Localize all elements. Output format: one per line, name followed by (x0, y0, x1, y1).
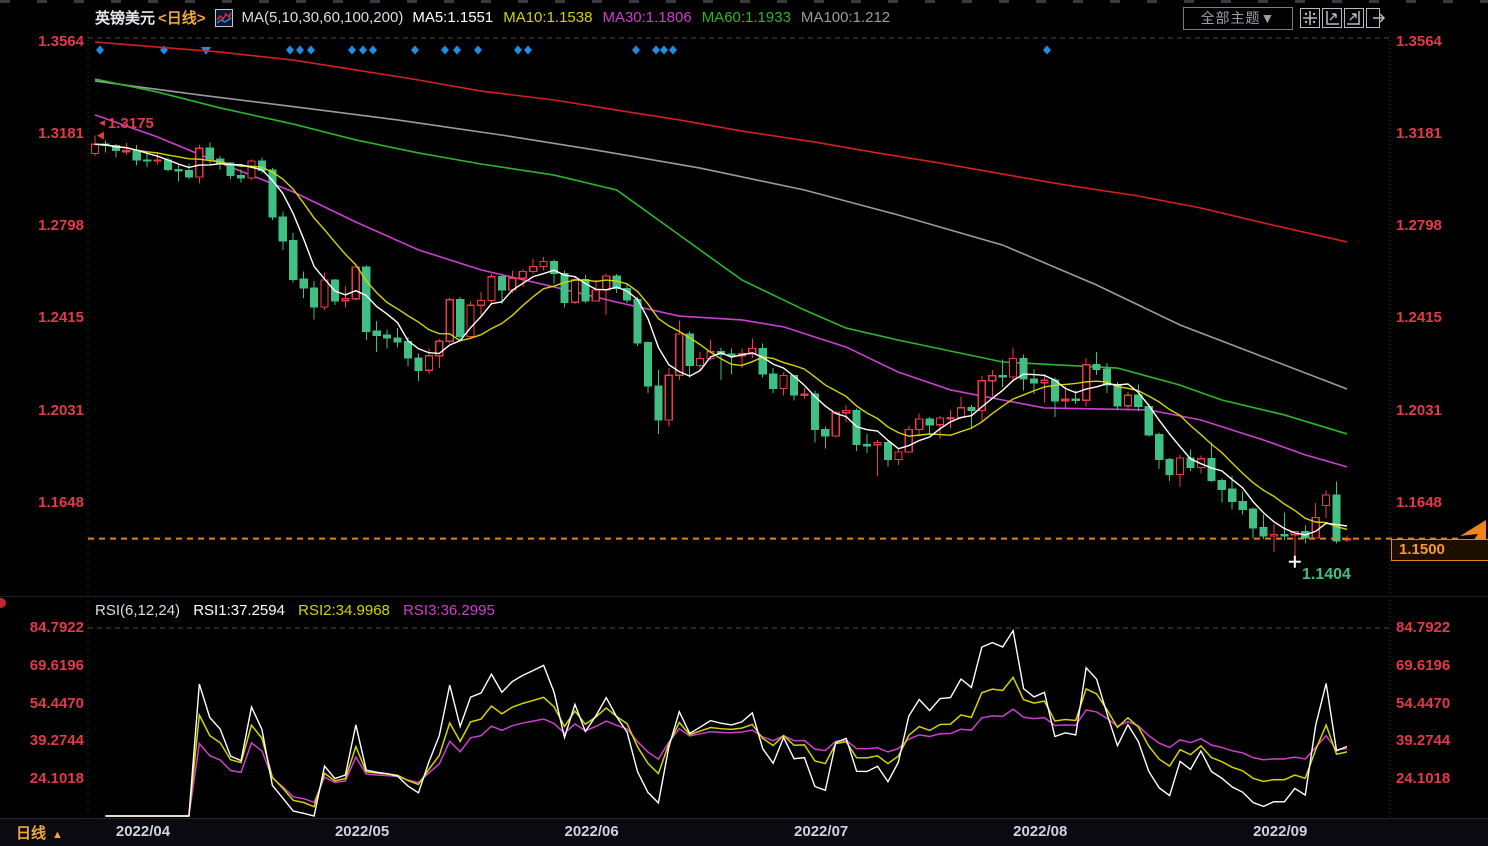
price-axis-label: 54.4470 (29, 694, 84, 712)
price-axis-label: 1.3564 (1396, 33, 1442, 50)
theme-selector-dropdown[interactable]: 全部主题▼ (1183, 7, 1293, 30)
time-axis-month-label: 2022/06 (564, 823, 619, 840)
price-axis-label: 1.2031 (1396, 401, 1442, 419)
last-price-box: 1.1500 (1391, 539, 1488, 561)
high-arrow-icon: ◄ (97, 118, 107, 129)
price-axis-label: 1.2798 (38, 217, 84, 235)
move-icon[interactable] (1300, 8, 1320, 28)
symbol-name: 英镑美元 (95, 10, 156, 27)
time-axis-month-label: 2022/05 (334, 823, 390, 840)
price-axis-label: 24.1018 (1396, 770, 1451, 787)
price-axis-label: 69.6196 (1396, 656, 1451, 674)
price-axis-label: 1.2031 (38, 401, 84, 419)
period-high-label: ◄1.3175 (97, 115, 154, 132)
detach-window-icon[interactable] (1366, 8, 1386, 28)
rsi-settings-label: RSI(6,12,24) (95, 602, 181, 619)
rsi3-value: RSI3:36.2995 (403, 602, 495, 619)
price-axis-label: 54.4470 (1396, 694, 1451, 712)
time-axis-bar (0, 818, 1488, 846)
price-axis-label: 39.2744 (29, 732, 84, 750)
period-selector[interactable]: 日线 ▲ (16, 825, 63, 842)
ma-legend: MA5:1.1551 MA10:1.1538 MA30:1.1806 MA60:1.1… (412, 9, 900, 26)
price-axis-label: 84.7922 (29, 619, 84, 636)
price-axis-label: 1.1648 (38, 494, 84, 511)
time-axis-month-label: 2022/04 (115, 823, 171, 840)
indicator-icon[interactable] (214, 8, 233, 27)
price-axis-label: 69.6196 (29, 656, 84, 674)
ma-legend-item: MA60:1.1933 (701, 9, 791, 26)
ma-legend-item: MA100:1.212 (800, 9, 891, 26)
chart-header: 英镑美元 <日线> MA(5,10,30,60,100,200) MA5:1.15… (95, 7, 900, 28)
pane-divider[interactable] (0, 596, 1488, 597)
chevron-up-icon: ▲ (52, 829, 63, 841)
left-axis-chart-icon[interactable] (1322, 8, 1342, 28)
price-axis-label: 84.7922 (1396, 619, 1451, 636)
right-axis-chart-icon[interactable] (1344, 8, 1364, 28)
top-ruler-ticks (0, 0, 1488, 3)
rsi1-value: RSI1:37.2594 (193, 602, 285, 619)
period-tag: <日线> (158, 10, 206, 27)
ma-settings-label: MA(5,10,30,60,100,200) (241, 9, 404, 26)
price-axis-label: 1.2415 (1396, 309, 1442, 327)
time-axis-month-label: 2022/08 (1013, 823, 1068, 840)
price-axis-label: 1.3181 (38, 125, 84, 143)
price-axis-label: 24.1018 (29, 770, 84, 787)
price-axis-label: 1.3181 (1396, 125, 1442, 143)
price-axis-label: 1.2415 (38, 309, 84, 327)
rsi-header: RSI(6,12,24) RSI1:37.2594 RSI2:34.9968 R… (95, 602, 504, 619)
price-axis-label: 1.2798 (1396, 217, 1442, 235)
price-axis-label: 39.2744 (1396, 732, 1451, 750)
price-axis-label: 1.1648 (1396, 494, 1442, 511)
period-low-label: 1.1404 (1302, 566, 1351, 583)
rsi2-value: RSI2:34.9968 (298, 602, 390, 619)
time-axis-month-label: 2022/09 (1253, 823, 1308, 840)
ma-legend-item: MA30:1.1806 (602, 9, 692, 26)
rsi-pane-marker-icon (0, 598, 6, 608)
time-axis-month-label: 2022/07 (794, 823, 849, 840)
ma-legend-item: MA10:1.1538 (503, 9, 593, 26)
price-axis-label: 1.3564 (38, 33, 84, 50)
ma-legend-item: MA5:1.1551 (412, 9, 494, 26)
